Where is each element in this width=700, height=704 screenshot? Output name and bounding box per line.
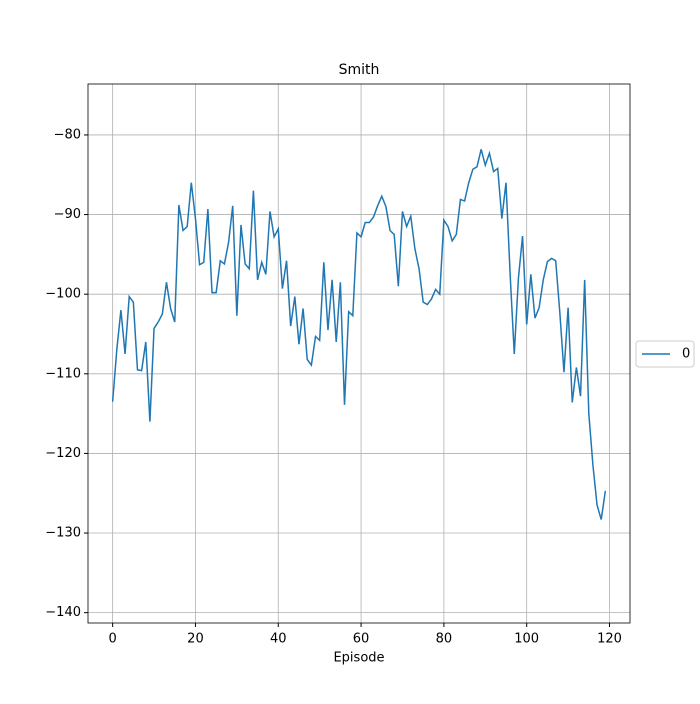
- y-tick-label: −140: [45, 605, 81, 620]
- x-tick-label: 60: [353, 632, 370, 647]
- x-tick-label: 40: [270, 632, 287, 647]
- x-tick-label: 100: [514, 632, 539, 647]
- y-tick-label: −130: [45, 526, 81, 541]
- x-tick-label: 20: [187, 632, 204, 647]
- y-tick-label: −110: [45, 366, 81, 381]
- chart-title: Smith: [339, 62, 380, 78]
- x-tick-label: 0: [108, 632, 116, 647]
- legend-label: 0: [682, 347, 690, 362]
- y-tick-label: −80: [54, 127, 81, 142]
- y-tick-label: −100: [45, 287, 81, 302]
- x-tick-label: 120: [597, 632, 622, 647]
- line-series: [111, 149, 607, 520]
- plot-frame: [87, 83, 631, 624]
- y-tick-label: −90: [54, 207, 81, 222]
- x-tick-label: 80: [436, 632, 453, 647]
- x-axis-label: Episode: [333, 651, 384, 666]
- y-tick-label: −120: [45, 446, 81, 461]
